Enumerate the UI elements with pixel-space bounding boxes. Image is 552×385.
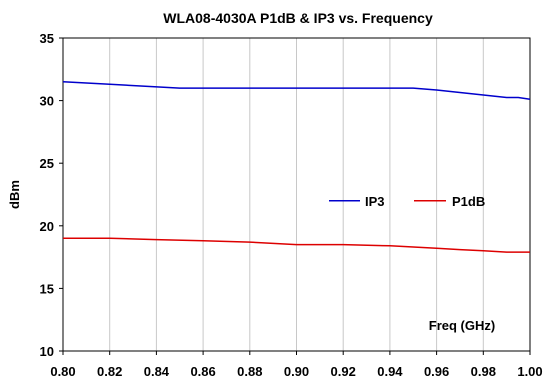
y-axis-label: dBm xyxy=(7,180,22,209)
y-tick-label: 30 xyxy=(40,94,54,109)
legend-label-p1db: P1dB xyxy=(452,194,485,209)
x-axis-label: Freq (GHz) xyxy=(429,318,495,333)
x-tick-label: 0.86 xyxy=(190,364,215,379)
x-axis: 0.80 0.82 0.84 0.86 0.88 0.90 0.92 0.94 0.96 0.98… xyxy=(50,351,543,379)
chart-title: WLA08-4030A P1dB & IP3 vs. Frequency xyxy=(163,10,433,26)
legend: IP3 P1dB xyxy=(329,194,485,209)
x-tick-label: 0.90 xyxy=(284,364,309,379)
y-tick-label: 25 xyxy=(40,156,54,171)
series-line-p1db xyxy=(63,237,530,253)
x-tick-label: 0.92 xyxy=(331,364,356,379)
x-tick-label: 0.84 xyxy=(144,364,170,379)
y-tick-label: 35 xyxy=(40,31,54,46)
y-axis: 10 15 20 25 30 35 xyxy=(40,31,63,359)
series-line-ip3 xyxy=(62,81,531,101)
x-tick-label: 0.80 xyxy=(50,364,75,379)
series-layer xyxy=(62,81,531,253)
x-tick-label: 0.94 xyxy=(377,364,403,379)
x-tick-label: 0.82 xyxy=(97,364,122,379)
x-tick-label: 0.98 xyxy=(471,364,496,379)
x-tick-label: 0.96 xyxy=(424,364,449,379)
y-tick-label: 10 xyxy=(40,344,54,359)
x-tick-label: 1.00 xyxy=(517,364,542,379)
legend-label-ip3: IP3 xyxy=(365,194,385,209)
y-tick-label: 20 xyxy=(40,219,54,234)
x-tick-label: 0.88 xyxy=(237,364,262,379)
y-tick-label: 15 xyxy=(40,281,54,296)
